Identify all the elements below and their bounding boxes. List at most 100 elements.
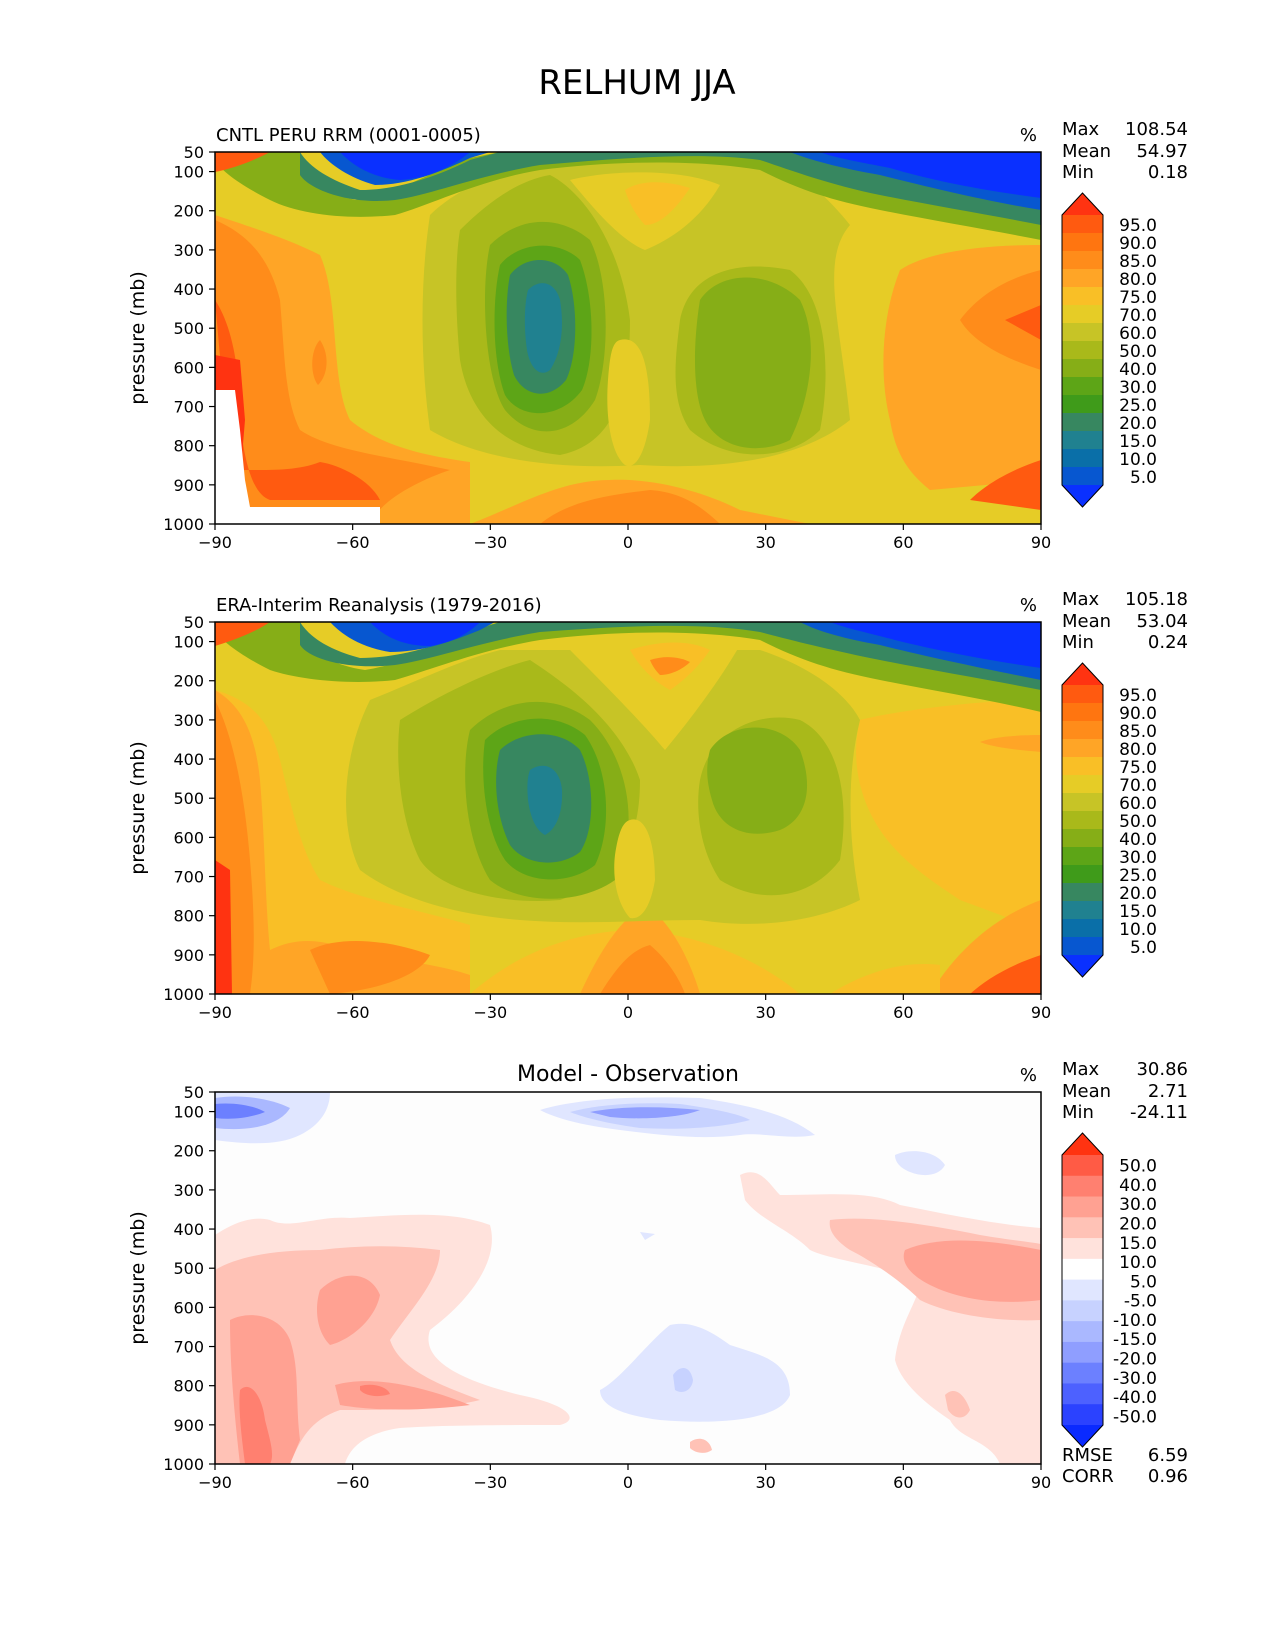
contour-pos-west-deep — [239, 1384, 390, 1464]
stat-value-mean: 54.97 — [1136, 141, 1188, 162]
colorbar-segment — [1062, 377, 1103, 396]
colorbar-outline — [1061, 1132, 1104, 1448]
y-tick-label: 700 — [173, 868, 204, 887]
x-tick-label: −90 — [198, 1473, 232, 1492]
panel-2-colorbar: 95.090.085.080.075.070.060.050.040.030.0… — [1061, 662, 1157, 978]
colorbar-segment — [1062, 1217, 1103, 1239]
colorbar-segment — [1062, 1258, 1103, 1281]
y-tick-label: 500 — [173, 1259, 204, 1278]
stat-value-min: -24.11 — [1130, 1102, 1188, 1123]
colorbar-label: 30.0 — [1119, 1195, 1157, 1215]
y-tick-label: 600 — [173, 828, 204, 847]
panel-2-stats: Max Mean Min 105.18 53.04 0.24 — [1062, 589, 1188, 653]
contour-bottom-deep — [540, 490, 720, 524]
colorbar-label: 60.0 — [1119, 324, 1157, 344]
colorbar-extend-top — [1062, 193, 1103, 215]
stat-label-max: Max — [1062, 589, 1100, 610]
colorbar-segment — [1062, 703, 1103, 722]
panel-3-stats: Max Mean Min 30.86 2.71 -24.11 — [1062, 1059, 1188, 1123]
contour-pos-west-strong — [230, 1275, 470, 1464]
x-tick-label: −30 — [473, 1003, 507, 1022]
y-tick-label: 50 — [184, 613, 204, 632]
colorbar-segment — [1062, 233, 1103, 252]
colorbar-segment — [1062, 359, 1103, 378]
contour-nw-red — [215, 152, 270, 172]
colorbar-segment — [1062, 467, 1103, 486]
y-tick-label: 500 — [173, 789, 204, 808]
y-tick-label: 100 — [173, 1103, 204, 1122]
contour-neg-center-mid — [673, 1368, 693, 1392]
panel-2-contours — [215, 622, 1041, 994]
contour-neg-ne-light — [640, 1151, 945, 1240]
colorbar-segment — [1062, 395, 1103, 414]
contour-neg-center-light — [600, 1323, 790, 1422]
panel-1-colorbar: 95.090.085.080.075.070.060.050.040.030.0… — [1061, 192, 1157, 508]
colorbar-label: -20.0 — [1113, 1350, 1157, 1370]
colorbar-segment — [1062, 305, 1103, 324]
contour-sw-red — [215, 860, 232, 994]
contour-trop-yellow — [570, 172, 720, 466]
colorbar-segment — [1062, 847, 1103, 866]
colorbar-extend-bottom — [1062, 1425, 1103, 1447]
colorbar-label: 40.0 — [1119, 830, 1157, 850]
colorbar-segment — [1062, 323, 1103, 342]
contour-neg-upper-strong — [590, 1107, 700, 1119]
colorbar-segment — [1062, 413, 1103, 432]
colorbar-label: 85.0 — [1119, 722, 1157, 742]
contour-sw-deep — [215, 700, 430, 994]
y-tick-label: 800 — [173, 907, 204, 926]
colorbar-label: 40.0 — [1119, 360, 1157, 380]
colorbar-segment — [1062, 1279, 1103, 1301]
contour-pos-east-strong — [903, 1240, 1041, 1302]
colorbar-segment — [1062, 1341, 1103, 1364]
contour-upper-deepblue — [340, 152, 1041, 198]
colorbar-outline — [1061, 662, 1104, 978]
colorbar-segment — [1062, 341, 1103, 360]
y-tick-label: 700 — [173, 1338, 204, 1357]
y-tick-label: 300 — [173, 241, 204, 260]
panel-1-units: % — [1020, 125, 1037, 146]
colorbar-segment — [1062, 1321, 1103, 1343]
colorbar-label: -30.0 — [1113, 1369, 1157, 1389]
corr-label: CORR — [1062, 1466, 1114, 1487]
colorbar-segment — [1062, 287, 1103, 306]
stat-value-max: 105.18 — [1125, 589, 1188, 610]
stat-label-min: Min — [1062, 632, 1094, 653]
y-tick-label: 300 — [173, 1181, 204, 1200]
colorbar-segment — [1062, 721, 1103, 740]
contour-bottom-deep — [600, 945, 685, 994]
colorbar-label: -50.0 — [1113, 1407, 1157, 1427]
colorbar-label: 80.0 — [1119, 270, 1157, 290]
panel-2-ylabel: pressure (mb) — [127, 741, 149, 875]
colorbar-label: -10.0 — [1113, 1311, 1157, 1331]
y-tick-label: 400 — [173, 750, 204, 769]
x-tick-label: −60 — [336, 1473, 370, 1492]
x-tick-label: 90 — [1031, 1003, 1051, 1022]
colorbar-label: 20.0 — [1119, 1215, 1157, 1235]
contour-upper-blue — [330, 622, 1041, 680]
y-tick-label: 1000 — [163, 1455, 204, 1474]
contour-bottom-yellow — [470, 930, 940, 994]
contour-se-red — [970, 305, 1041, 510]
colorbar-segment — [1062, 901, 1103, 920]
colorbar-segment — [1062, 1238, 1103, 1260]
contour-upper-orange — [625, 182, 690, 225]
contour-se-red — [970, 955, 1041, 994]
x-tick-label: −30 — [473, 533, 507, 552]
contour-trop-yellow — [560, 629, 740, 919]
panel-3-title: Model - Observation — [517, 1062, 739, 1087]
y-tick-label: 200 — [173, 1142, 204, 1161]
colorbar-label: 30.0 — [1119, 378, 1157, 398]
colorbar-segment — [1062, 1383, 1103, 1405]
colorbar-label: 90.0 — [1119, 234, 1157, 254]
colorbar-label: 75.0 — [1119, 758, 1157, 778]
contour-sw-orange — [215, 220, 450, 524]
x-tick-label: 0 — [623, 1473, 633, 1492]
colorbar-segment — [1062, 739, 1103, 758]
x-tick-label: −30 — [473, 1473, 507, 1492]
panel-3-scores: RMSE 6.59 CORR 0.96 — [1062, 1445, 1188, 1487]
colorbar-label: 10.0 — [1119, 450, 1157, 470]
colorbar-extend-top — [1062, 1133, 1103, 1155]
